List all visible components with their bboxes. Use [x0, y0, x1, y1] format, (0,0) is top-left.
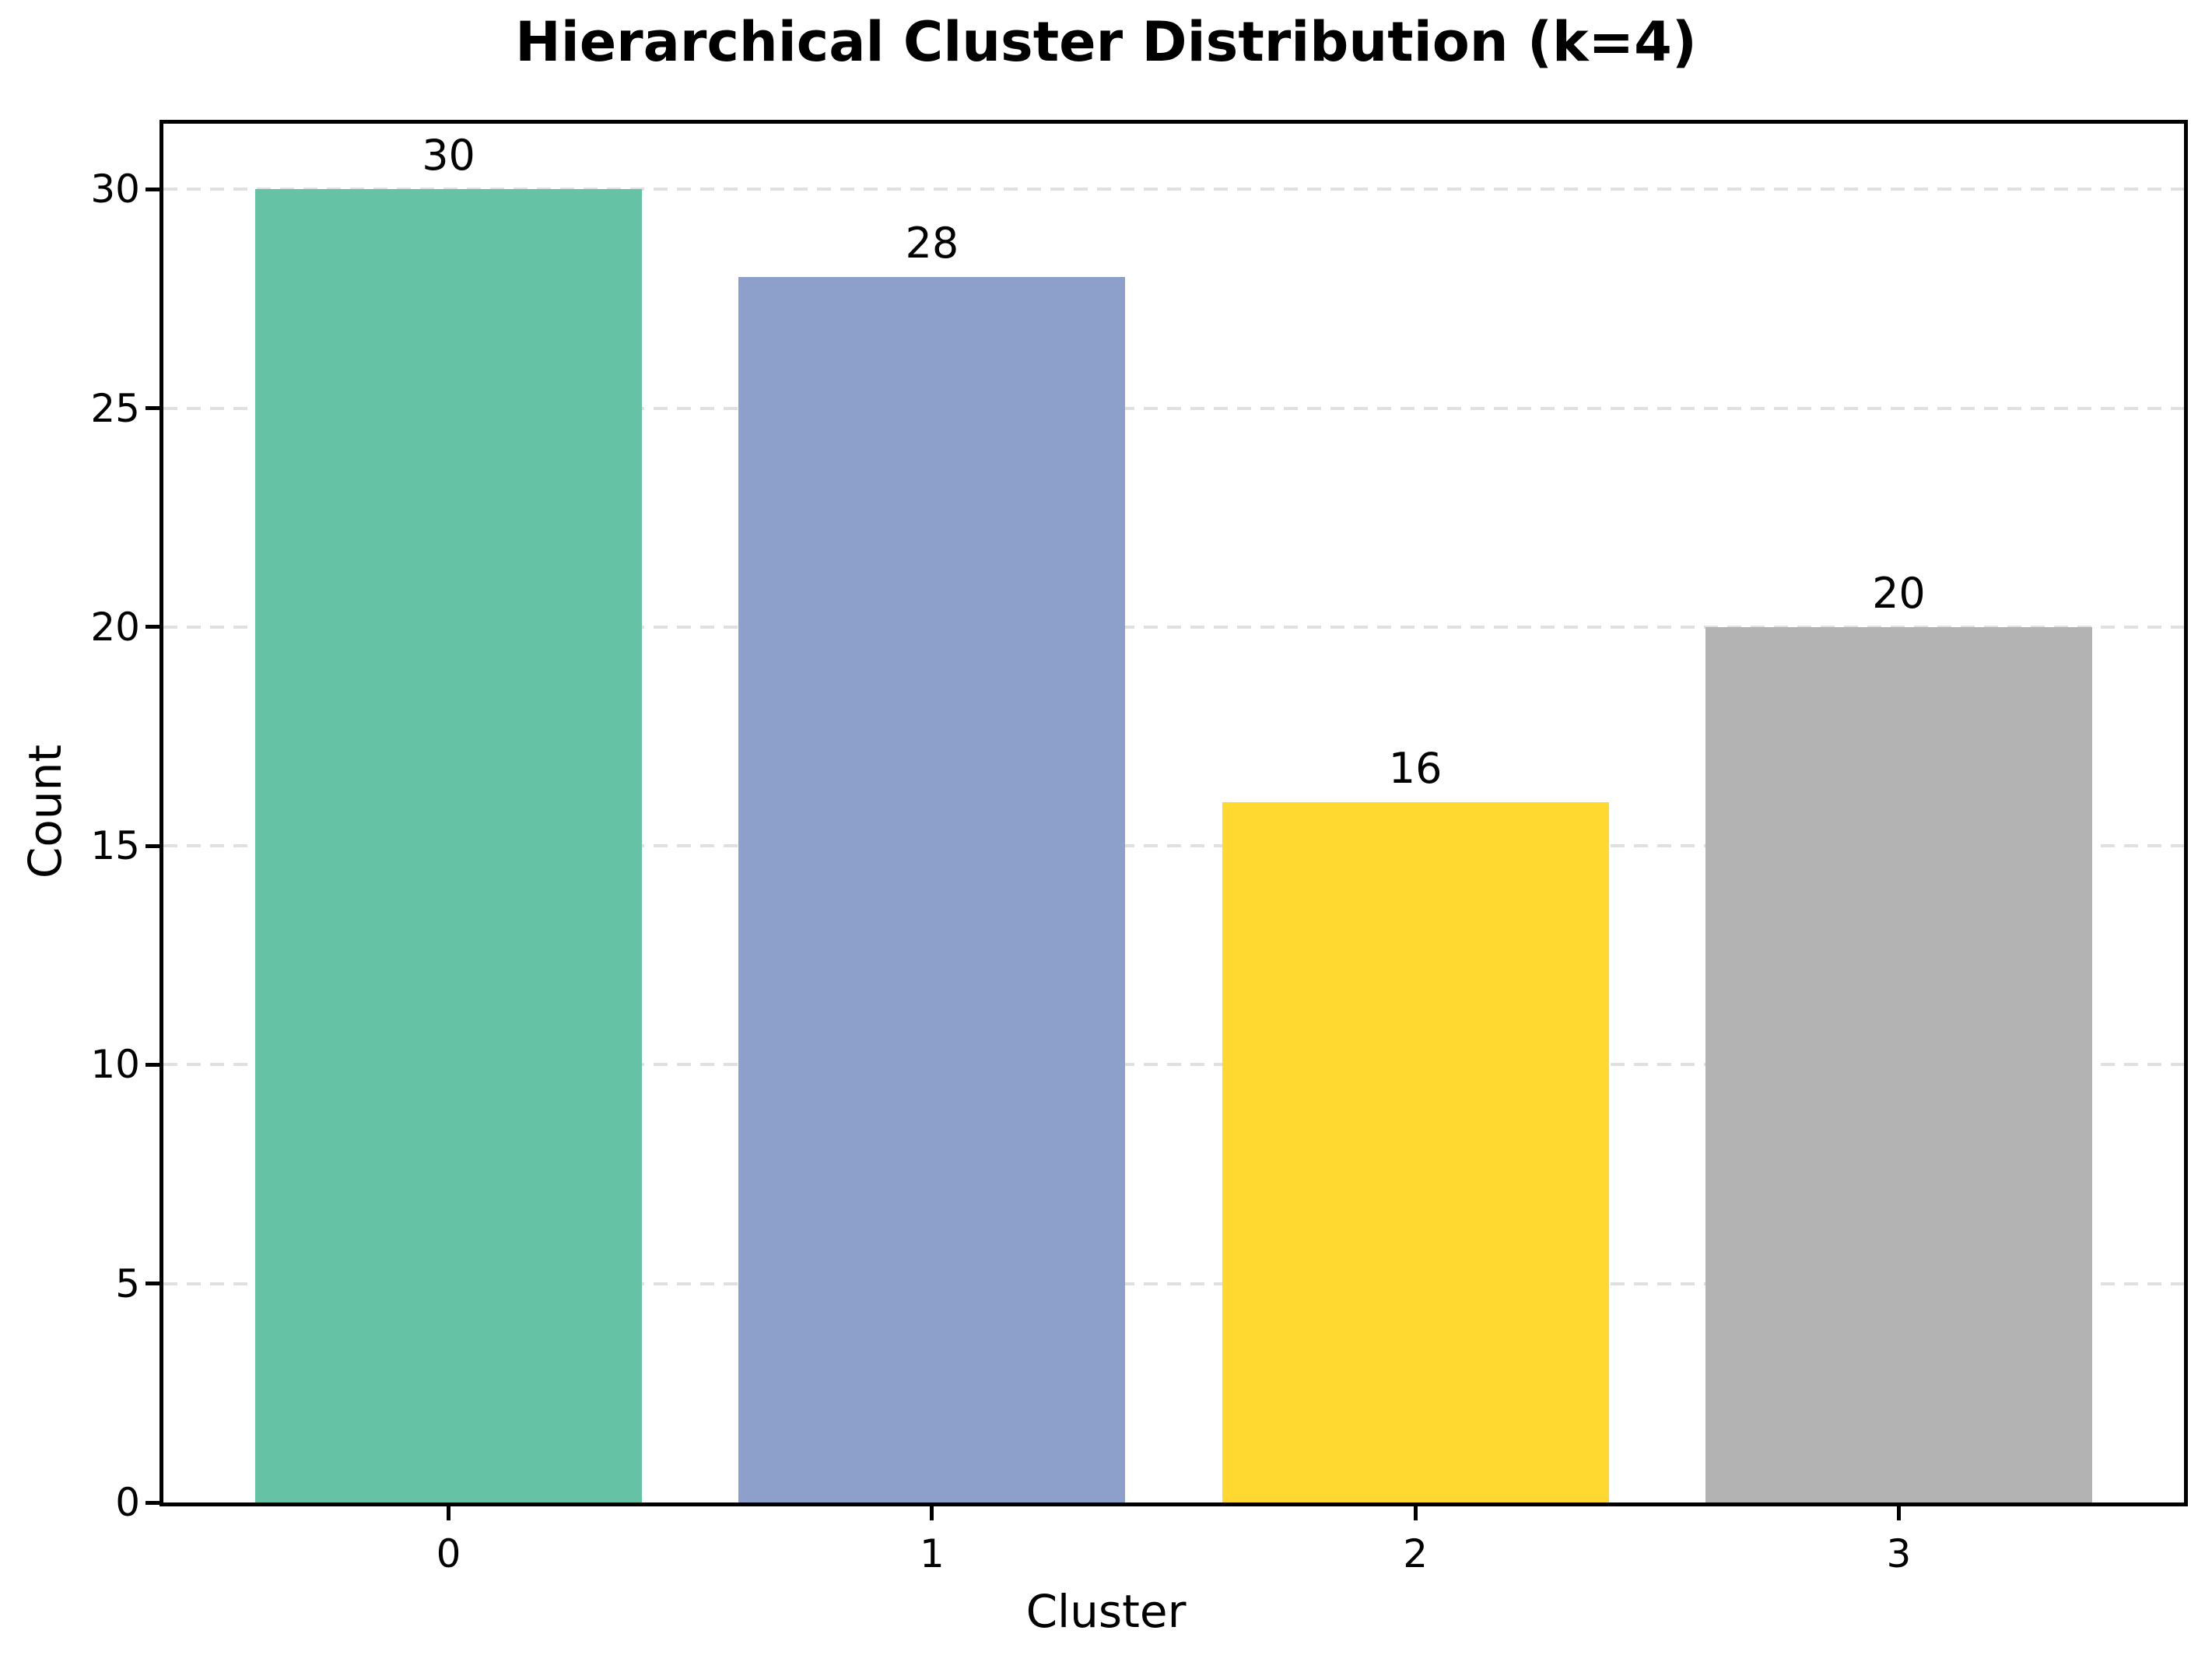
y-tick-label-15: 15 — [90, 823, 140, 869]
y-gridline-10 — [163, 1063, 2184, 1067]
y-tick-mark-30 — [145, 187, 160, 191]
x-tick-label-2: 2 — [1403, 1531, 1429, 1576]
x-tick-mark-0 — [447, 1506, 451, 1520]
y-tick-label-25: 25 — [90, 385, 140, 431]
x-tick-label-1: 1 — [919, 1531, 945, 1576]
bar-value-label-cluster-2: 16 — [1388, 743, 1443, 793]
y-tick-mark-25 — [145, 406, 160, 411]
plot-area: 30 28 16 20 — [160, 120, 2188, 1506]
y-tick-mark-20 — [145, 625, 160, 629]
bar-value-label-cluster-0: 30 — [422, 131, 475, 181]
y-gridline-20 — [163, 625, 2184, 629]
y-gridline-5 — [163, 1282, 2184, 1285]
y-tick-mark-10 — [145, 1062, 160, 1067]
x-tick-mark-1 — [930, 1506, 934, 1520]
y-tick-label-20: 20 — [90, 604, 140, 650]
x-tick-mark-2 — [1413, 1506, 1418, 1520]
y-gridline-15 — [163, 844, 2184, 848]
x-tick-mark-3 — [1896, 1506, 1901, 1520]
y-tick-mark-5 — [145, 1282, 160, 1286]
bar-cluster-0 — [255, 189, 643, 1502]
x-axis-label: Cluster — [1025, 1585, 1187, 1638]
bar-cluster-2 — [1222, 801, 1609, 1502]
y-tick-label-30: 30 — [90, 167, 140, 212]
y-gridline-25 — [163, 406, 2184, 410]
x-tick-label-0: 0 — [436, 1531, 461, 1576]
bar-value-label-cluster-3: 20 — [1872, 568, 1926, 618]
y-tick-label-0: 0 — [115, 1480, 140, 1525]
y-tick-label-10: 10 — [90, 1042, 140, 1088]
y-tick-label-5: 5 — [115, 1261, 140, 1306]
bar-cluster-1 — [738, 276, 1126, 1502]
y-tick-mark-15 — [145, 843, 160, 848]
y-tick-mark-0 — [145, 1500, 160, 1505]
x-tick-label-3: 3 — [1886, 1531, 1912, 1576]
y-gridline-30 — [163, 188, 2184, 191]
bar-value-label-cluster-1: 28 — [905, 218, 959, 268]
chart-title: Hierarchical Cluster Distribution (k=4) — [515, 10, 1697, 74]
bar-cluster-3 — [1705, 626, 2092, 1502]
